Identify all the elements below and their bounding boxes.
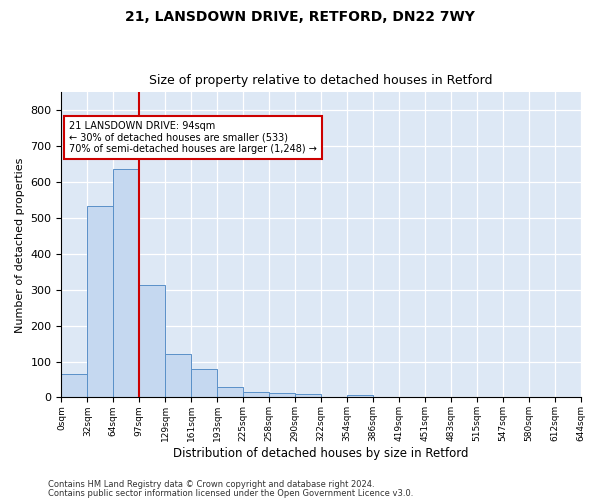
Bar — [165, 354, 191, 398]
X-axis label: Distribution of detached houses by size in Retford: Distribution of detached houses by size … — [173, 447, 469, 460]
Text: Contains public sector information licensed under the Open Government Licence v3: Contains public sector information licen… — [48, 488, 413, 498]
Bar — [88, 206, 113, 398]
Title: Size of property relative to detached houses in Retford: Size of property relative to detached ho… — [149, 74, 493, 87]
Bar — [61, 374, 88, 398]
Text: Contains HM Land Registry data © Crown copyright and database right 2024.: Contains HM Land Registry data © Crown c… — [48, 480, 374, 489]
Bar — [243, 392, 269, 398]
Bar — [139, 286, 165, 398]
Bar — [295, 394, 321, 398]
Text: 21, LANSDOWN DRIVE, RETFORD, DN22 7WY: 21, LANSDOWN DRIVE, RETFORD, DN22 7WY — [125, 10, 475, 24]
Bar — [113, 169, 139, 398]
Bar — [191, 370, 217, 398]
Text: 21 LANSDOWN DRIVE: 94sqm
← 30% of detached houses are smaller (533)
70% of semi-: 21 LANSDOWN DRIVE: 94sqm ← 30% of detach… — [69, 121, 317, 154]
Y-axis label: Number of detached properties: Number of detached properties — [15, 157, 25, 332]
Bar — [269, 394, 295, 398]
Bar — [217, 386, 243, 398]
Bar — [347, 394, 373, 398]
